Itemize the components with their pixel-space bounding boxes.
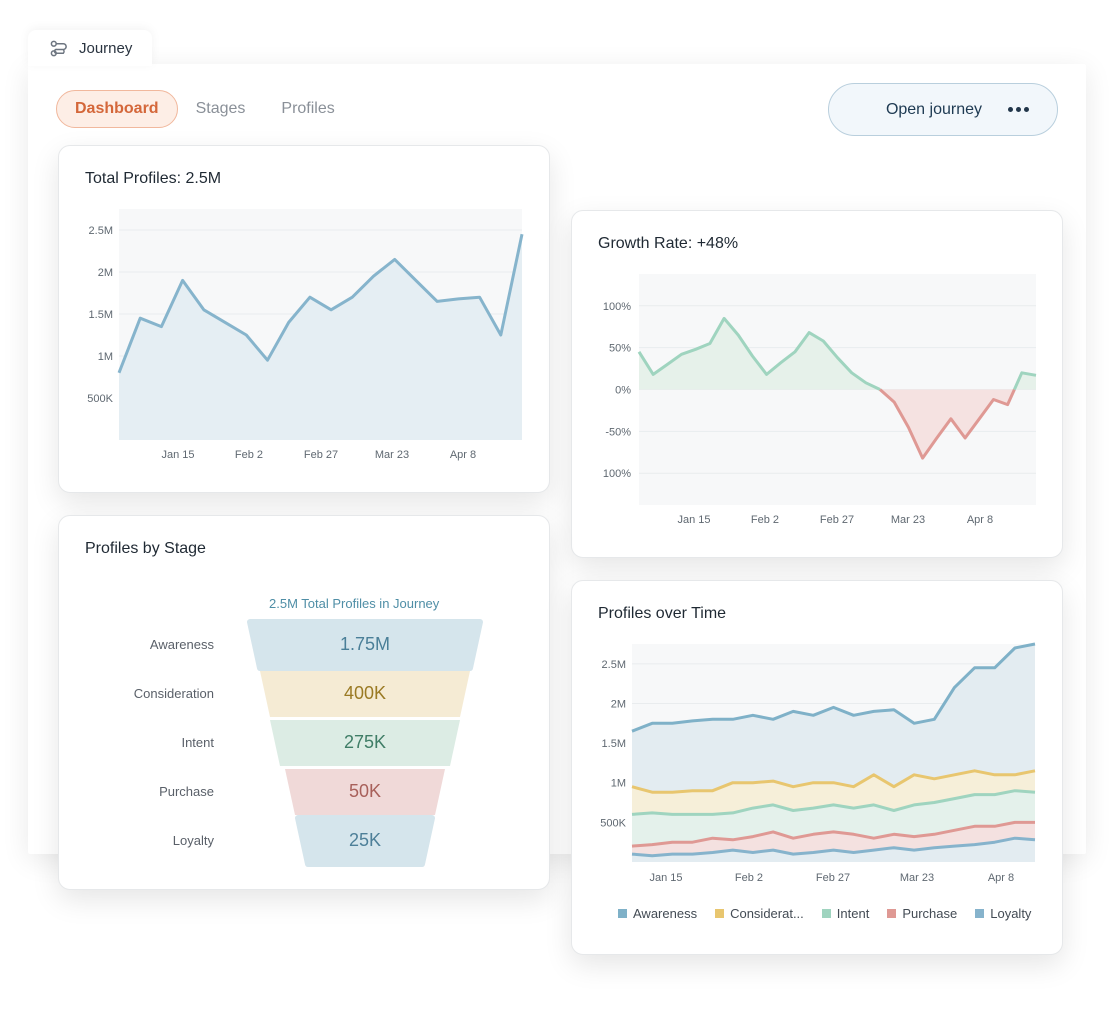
top-nav: Dashboard Stages Profiles xyxy=(56,90,353,128)
x-tick-label: Feb 2 xyxy=(235,449,263,461)
y-tick-label: 2M xyxy=(611,698,626,710)
funnel-segment xyxy=(247,619,483,671)
profiles-by-stage-title: Profiles by Stage xyxy=(85,540,206,557)
total-profiles-card: Total Profiles: 2.5M 500K 1M 1.5M 2M 2.5M Jan… xyxy=(58,145,550,493)
funnel-segment xyxy=(260,671,470,717)
x-tick-label: Apr 8 xyxy=(988,872,1014,884)
series-line xyxy=(631,789,1036,816)
y-tick-label: 1.5M xyxy=(602,738,626,750)
tab-stages[interactable]: Stages xyxy=(195,100,246,117)
y-tick-label: 0% xyxy=(615,385,631,397)
x-tick-label: Jan 15 xyxy=(649,872,682,884)
x-tick-label: Feb 2 xyxy=(751,514,779,526)
profiles-over-time-chart: 500K 1M 1.5M 2M 2.5M Jan 15 Feb 2 Feb 27 Mar 23 A… xyxy=(600,642,1036,884)
tab-profiles[interactable]: Profiles xyxy=(281,100,335,117)
y-tick-label: 2.5M xyxy=(89,225,113,237)
legend-item[interactable]: Purchase xyxy=(887,906,957,921)
profiles-over-time-card: Profiles over Time 500K 1M 1.5M 2M 2.5M Jan 1… xyxy=(571,580,1063,955)
journey-tab[interactable]: Journey xyxy=(28,30,152,66)
funnel-total-label: 2.5M Total Profiles in Journey xyxy=(269,596,440,611)
positive-area xyxy=(639,318,881,390)
y-tick-label: 2M xyxy=(98,267,113,279)
route-icon xyxy=(50,40,67,56)
legend-item[interactable]: Awareness xyxy=(618,906,697,921)
x-tick-label: Jan 15 xyxy=(161,449,194,461)
funnel-segment xyxy=(270,720,460,766)
funnel-segment xyxy=(295,815,435,867)
funnel-stage-value: 50K xyxy=(348,781,382,801)
x-tick-label: Feb 2 xyxy=(735,872,763,884)
legend-label: Considerat... xyxy=(730,906,804,921)
profiles-over-time-title: Profiles over Time xyxy=(598,605,727,622)
total-profiles-title: Total Profiles: 2.5M xyxy=(85,170,222,187)
legend-label: Loyalty xyxy=(990,906,1032,921)
positive-area xyxy=(1014,372,1036,390)
x-tick-label: Feb 27 xyxy=(816,872,850,884)
y-tick-label: 1.5M xyxy=(89,309,113,321)
y-tick-label: 100% xyxy=(603,468,631,480)
open-journey-label: Open journey xyxy=(885,100,982,118)
funnel-stage-label: Awareness xyxy=(149,637,214,652)
negative-line xyxy=(879,388,1016,460)
funnel-stage-label: Intent xyxy=(181,735,214,750)
growth-rate-chart: 100% 50% 0% -50% 100% Jan 15 Feb 2 Feb 27 Mar 23… xyxy=(603,274,1037,526)
positive-line xyxy=(1013,371,1037,391)
chart-legend: Awareness Considerat... Intent Purchase … xyxy=(618,906,1031,921)
y-tick-label: 2.5M xyxy=(602,659,626,671)
legend-item[interactable]: Intent xyxy=(821,906,870,921)
x-tick-label: Feb 27 xyxy=(820,514,854,526)
funnel-chart xyxy=(247,619,483,867)
legend-item[interactable]: Loyalty xyxy=(975,906,1031,921)
funnel-stage-value: 25K xyxy=(348,830,382,850)
series-line xyxy=(631,769,1036,794)
profiles-by-stage-card: Profiles by Stage 2.5M Total Profiles in… xyxy=(58,515,550,890)
y-tick-label: -50% xyxy=(605,426,631,438)
x-tick-label: Apr 8 xyxy=(450,449,476,461)
series-line xyxy=(631,836,1036,858)
growth-rate-title: Growth Rate: +48% xyxy=(598,235,739,252)
positive-line xyxy=(637,316,881,391)
legend-item[interactable]: Considerat... xyxy=(715,906,804,921)
y-tick-label: 1M xyxy=(98,351,113,363)
y-tick-label: 50% xyxy=(609,343,631,355)
funnel-stage-value: 275K xyxy=(343,732,387,752)
x-tick-label: Feb 27 xyxy=(304,449,338,461)
y-tick-label: 500K xyxy=(87,393,113,405)
funnel-stage-label: Consideration xyxy=(133,686,214,701)
funnel-stage-value: 1.75M xyxy=(339,634,391,654)
x-tick-label: Jan 15 xyxy=(677,514,710,526)
open-journey-button[interactable]: Open journey xyxy=(828,83,1058,136)
series-line xyxy=(631,820,1035,848)
x-tick-label: Apr 8 xyxy=(967,514,993,526)
funnel-stage-label: Purchase xyxy=(159,784,214,799)
growth-rate-card: Growth Rate: +48% 100% 50% 0% -50% 100% Jan 1… xyxy=(571,210,1063,558)
series-line xyxy=(631,642,1036,733)
funnel-stage-value: 400K xyxy=(343,683,387,703)
series-line xyxy=(117,233,524,374)
area-fill xyxy=(119,234,522,440)
y-tick-label: 100% xyxy=(603,301,631,313)
funnel-stage-label: Loyalty xyxy=(172,833,214,848)
legend-label: Purchase xyxy=(902,906,958,921)
more-horizontal-icon[interactable] xyxy=(1008,107,1029,112)
funnel-segment xyxy=(285,769,445,815)
y-tick-label: 500K xyxy=(600,817,626,829)
legend-label: Intent xyxy=(836,906,870,921)
total-profiles-chart: 500K 1M 1.5M 2M 2.5M Jan 15 Feb 2 Feb 27 Mar 23 A… xyxy=(87,209,524,461)
x-tick-label: Mar 23 xyxy=(375,449,409,461)
legend-label: Awareness xyxy=(633,906,698,921)
journey-tab-label: Journey xyxy=(79,39,133,57)
y-tick-label: 1M xyxy=(611,778,626,790)
x-tick-label: Mar 23 xyxy=(900,872,934,884)
x-tick-label: Mar 23 xyxy=(891,514,925,526)
tab-dashboard[interactable]: Dashboard xyxy=(56,90,178,128)
